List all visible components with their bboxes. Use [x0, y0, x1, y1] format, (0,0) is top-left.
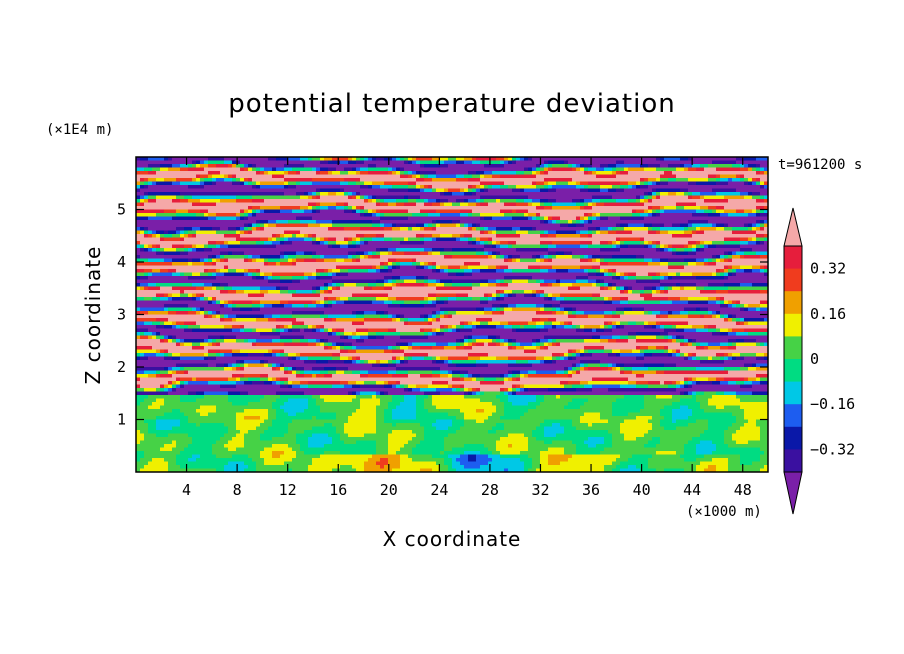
colorbar-segment	[784, 449, 802, 473]
x-tick-label: 24	[430, 481, 448, 499]
y-tick-label: 4	[117, 253, 126, 271]
colorbar-label: 0.16	[810, 305, 846, 323]
colorbar-segment	[784, 246, 802, 269]
x-tick-label: 36	[582, 481, 600, 499]
colorbar: 0.32 0.16 0 −0.16 −0.32	[783, 207, 855, 515]
colorbar-label: 0.32	[810, 260, 846, 278]
x-tick-label: 44	[683, 481, 701, 499]
y-axis: 1 2 3 4 5	[117, 201, 768, 429]
y-axis-label: Z coordinate	[81, 246, 105, 385]
x-axis: 4 8 12 16 20 24 28 32 36 40 44 48	[182, 157, 752, 499]
y-tick-label: 5	[117, 201, 126, 219]
colorbar-segment	[784, 291, 802, 315]
y-tick-label: 1	[117, 411, 126, 429]
colorbar-extend-min	[783, 471, 803, 515]
x-tick-label: 16	[329, 481, 347, 499]
chart-title: potential temperature deviation	[228, 89, 675, 119]
colorbar-segment	[784, 404, 802, 428]
x-tick-label: 48	[734, 481, 752, 499]
colorbar-segment	[784, 381, 802, 405]
x-tick-label: 28	[481, 481, 499, 499]
x-tick-label: 12	[279, 481, 297, 499]
colorbar-frame	[783, 245, 803, 473]
colorbar-segment	[784, 426, 802, 450]
x-tick-label: 20	[380, 481, 398, 499]
y-tick-label: 2	[117, 358, 126, 376]
x-axis-label: X coordinate	[383, 527, 522, 551]
y-tick-label: 3	[117, 306, 126, 324]
x-axis-unit: (×1000 m)	[686, 504, 762, 520]
time-label: t=961200 s	[778, 157, 862, 173]
colorbar-label: 0	[810, 350, 819, 368]
colorbar-segment	[784, 359, 802, 382]
colorbar-label: −0.32	[810, 440, 855, 458]
x-tick-label: 32	[531, 481, 549, 499]
y-axis-unit: (×1E4 m)	[46, 122, 113, 138]
colorbar-segment	[784, 313, 802, 337]
colorbar-extend-max	[783, 207, 803, 247]
colorbar-segment	[784, 336, 802, 360]
x-tick-label: 40	[633, 481, 651, 499]
colorbar-label: −0.16	[810, 395, 855, 413]
colorbar-segment	[784, 268, 802, 292]
x-tick-label: 4	[182, 481, 191, 499]
x-tick-label: 8	[233, 481, 242, 499]
heatmap-field	[136, 157, 768, 472]
